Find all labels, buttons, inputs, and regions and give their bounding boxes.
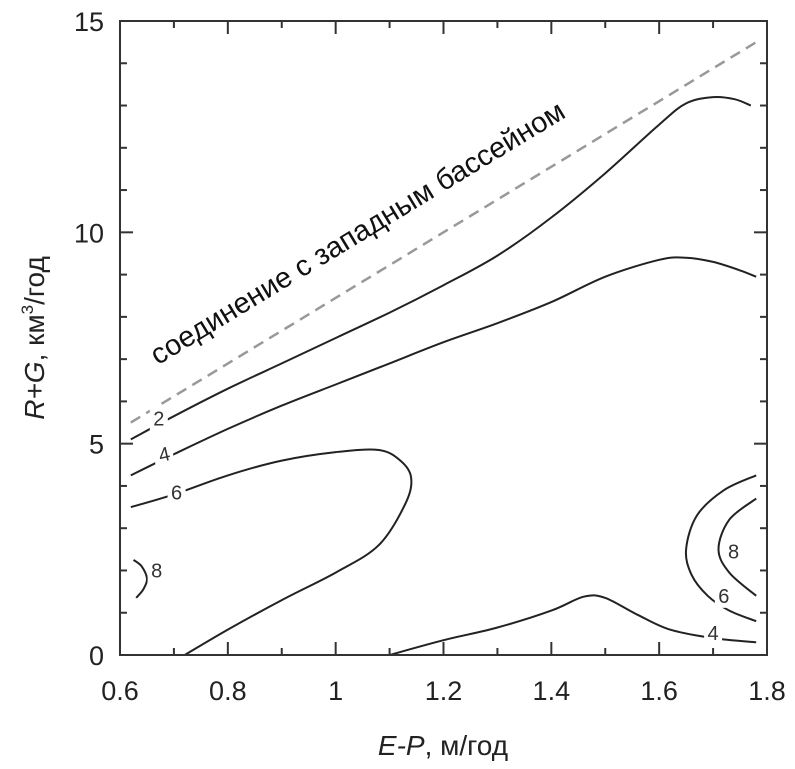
plot-frame: [119, 20, 768, 656]
y-tick-label: 10: [74, 218, 104, 248]
y-axis-variable: R+G: [19, 361, 50, 419]
y-axis-unit-superscript: 3: [18, 305, 37, 314]
contour-line-8: [717, 497, 757, 597]
y-axis-title: R+G, км3/год: [18, 256, 50, 420]
contour-label-backdrop: [167, 480, 186, 505]
x-tick-label: 1.4: [533, 676, 571, 706]
x-tick-label: 1.2: [425, 676, 463, 706]
y-axis-title-group: R+G, км3/год: [18, 256, 50, 420]
contour-label-backdrop: [714, 583, 733, 608]
y-tick-label: 15: [74, 7, 104, 37]
contour-label-backdrop: [147, 558, 166, 583]
x-axis-variable: E-P: [378, 730, 425, 761]
x-tick-label: 1.6: [640, 676, 678, 706]
contour-line-2: [130, 95, 752, 441]
x-tick-label: 0.8: [209, 676, 247, 706]
contour-labels: 2 4 6 4 6 8 8: [147, 406, 743, 646]
contour-label-4: 4: [708, 623, 719, 645]
contour-label-backdrop: [704, 621, 723, 646]
tick-labels: 0.6 0.8 1 1.2 1.4 1.6 1.8 0 5 10 15: [74, 7, 786, 706]
contour-label-8: 8: [151, 560, 162, 582]
contour-line-4: [130, 256, 757, 477]
contour-label-backdrop: [724, 539, 743, 564]
x-axis-unit: , м/год: [425, 730, 508, 761]
x-tick-label: 1.8: [748, 676, 786, 706]
y-tick-label: 5: [89, 430, 104, 460]
y-axis-unit: , км: [19, 314, 50, 361]
contour-line-4: [389, 594, 757, 656]
connection-dashed-line: [130, 41, 757, 424]
y-axis-unit-tail: /год: [19, 256, 50, 305]
contour-label-4: 4: [157, 443, 173, 467]
x-axis-title: E-P, м/год: [378, 730, 508, 761]
contour-label-6: 6: [718, 586, 729, 608]
contour-label-8: 8: [728, 541, 739, 563]
contour-label-6: 6: [171, 482, 182, 504]
contour-line-6: [684, 474, 757, 623]
contour-lines: [130, 95, 757, 656]
x-tick-label: 0.6: [101, 676, 139, 706]
y-tick-label: 0: [89, 641, 104, 671]
x-tick-label: 1: [328, 676, 343, 706]
contour-label-backdrop: [155, 442, 174, 467]
contour-line-6: [130, 448, 413, 656]
contour-label-backdrop: [149, 406, 168, 431]
plot-area: [120, 21, 767, 655]
contour-label-2: 2: [153, 408, 164, 430]
contour-line-8: [132, 559, 149, 599]
